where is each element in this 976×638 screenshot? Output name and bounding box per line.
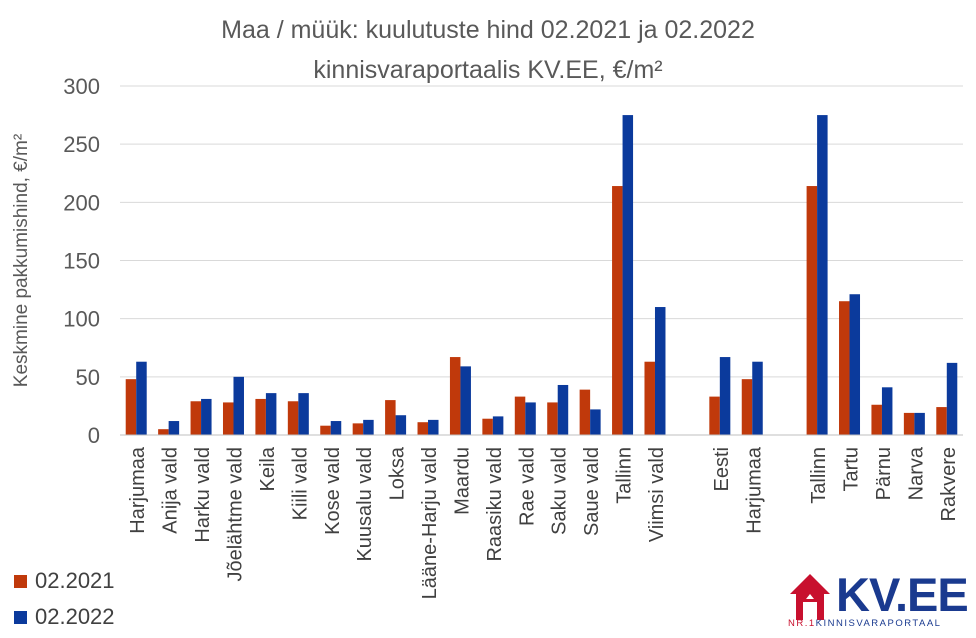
x-tick-label: Rakvere	[938, 447, 960, 521]
logo-sub-nr: NR.1	[788, 618, 816, 629]
bar-02.2021-Harjumaa	[741, 379, 753, 435]
bar-02.2022-Raasiku vald	[492, 416, 504, 435]
bar-02.2022-Kuusalu vald	[363, 419, 374, 435]
x-tick-label: Saue vald	[581, 447, 603, 536]
x-tick-label: Keila	[257, 446, 279, 491]
y-tick-label: 200	[63, 190, 100, 215]
bar-02.2021-Keila	[255, 398, 266, 435]
bar-02.2021-Narva	[903, 412, 915, 435]
x-tick-label: Kuusalu vald	[354, 447, 376, 562]
y-tick-label: 150	[63, 249, 100, 274]
house-icon	[790, 574, 830, 620]
x-tick-label: Kose vald	[322, 447, 344, 535]
gridlines	[120, 85, 963, 378]
bar-02.2021-Anija vald	[158, 429, 169, 435]
legend-swatch-02-2022	[14, 610, 27, 624]
bar-02.2021-Viimsi vald	[644, 361, 655, 435]
x-tick-label: Eesti	[711, 447, 733, 491]
bar-02.2021-Eesti	[709, 396, 720, 435]
logo-sub-text: KINNISVARAPORTAAL	[815, 618, 942, 629]
x-tick-label: Viimsi vald	[646, 447, 668, 542]
y-axis-ticks: 0 50 100 150 200 250 300	[63, 74, 100, 448]
bar-02.2021-Rakvere	[936, 407, 947, 435]
x-tick-label: Tartu	[841, 447, 863, 491]
x-tick-label: Jõelähtme vald	[224, 447, 246, 582]
logo-subtitle: NR.1KINNISVARAPORTAAL	[788, 618, 972, 629]
legend-item-02-2021: 02.2021	[14, 568, 115, 594]
bar-02.2021-Kiili vald	[287, 401, 299, 435]
bar-02.2021-Tallinn	[806, 186, 818, 435]
logo-text: KV.EE	[836, 568, 969, 621]
chart-title-line-2: kinnisvaraportaalis KV.EE, €/m²	[313, 56, 663, 84]
bar-02.2021-Tallinn	[612, 186, 623, 435]
bar-02.2022-Viimsi vald	[654, 307, 666, 435]
x-tick-label: Loksa	[387, 446, 409, 500]
x-tick-label: Harjumaa	[743, 446, 765, 534]
bar-02.2022-Pärnu	[881, 387, 893, 435]
bars	[125, 115, 958, 435]
y-tick-label: 100	[63, 307, 100, 332]
y-tick-label: 250	[63, 132, 100, 157]
bar-02.2021-Kuusalu vald	[352, 423, 364, 435]
x-tick-label: Kiili vald	[289, 447, 311, 520]
bar-02.2022-Narva	[914, 412, 925, 435]
bar-02.2021-Loksa	[385, 400, 396, 435]
bar-02.2021-Tartu	[839, 301, 850, 435]
bar-02.2022-Rakvere	[946, 362, 958, 435]
x-tick-label: Lääne-Harju vald	[419, 447, 441, 599]
bar-02.2022-Keila	[265, 393, 277, 435]
bar-02.2022-Loksa	[395, 415, 407, 435]
bar-02.2022-Jõelähtme vald	[233, 376, 244, 435]
bar-02.2022-Saku vald	[557, 384, 569, 435]
y-tick-label: 300	[63, 74, 100, 99]
legend-label-02-2022: 02.2022	[35, 604, 115, 629]
bar-02.2021-Kose vald	[320, 425, 331, 435]
bar-02.2022-Tallinn	[622, 115, 634, 435]
bar-02.2022-Harku vald	[201, 398, 212, 435]
bar-02.2022-Harjumaa	[136, 361, 147, 435]
bar-02.2021-Harjumaa	[125, 379, 137, 435]
bar-02.2021-Pärnu	[871, 404, 882, 435]
y-tick-label: 0	[88, 423, 100, 448]
bar-02.2021-Maardu	[449, 357, 461, 435]
bar-02.2022-Eesti	[719, 357, 731, 435]
x-tick-label: Harku vald	[192, 447, 214, 543]
bar-02.2021-Raasiku vald	[482, 418, 493, 435]
legend-swatch-02-2021	[14, 574, 27, 588]
bar-02.2022-Tartu	[849, 294, 861, 435]
x-tick-label: Raasiku vald	[484, 447, 506, 562]
bar-02.2022-Maardu	[460, 366, 471, 435]
y-axis-label: Keskmine pakkumishind, €/m²	[11, 134, 32, 387]
x-axis-labels: Harjumaa Anija vald Harku vald Jõelähtme va…	[127, 446, 960, 599]
bar-02.2021-Lääne-Harju vald	[417, 422, 429, 435]
x-tick-label: Rae vald	[516, 447, 538, 526]
y-tick-label: 50	[76, 365, 100, 390]
bar-02.2022-Tallinn	[817, 115, 828, 435]
bar-02.2022-Anija vald	[168, 421, 180, 435]
bar-02.2022-Kiili vald	[298, 393, 309, 435]
legend-label-02-2021: 02.2021	[35, 568, 115, 593]
x-tick-label: Maardu	[451, 447, 473, 515]
bar-02.2022-Lääne-Harju vald	[428, 419, 439, 435]
bar-02.2022-Rae vald	[525, 402, 536, 435]
chart-title-line-1: Maa / müük: kuulutuste hind 02.2021 ja 0…	[221, 16, 755, 44]
bar-02.2022-Kose vald	[330, 421, 342, 435]
x-tick-label: Anija vald	[160, 447, 182, 534]
x-tick-label: Tallinn	[808, 447, 830, 504]
x-tick-label: Narva	[905, 446, 927, 500]
bar-02.2022-Saue vald	[590, 409, 601, 435]
bar-02.2022-Harjumaa	[752, 361, 763, 435]
x-tick-label: Harjumaa	[127, 446, 149, 534]
bar-02.2021-Jõelähtme vald	[222, 402, 234, 435]
kv-ee-logo: KV.EE NR.1KINNISVARAPORTAAL	[788, 570, 972, 632]
x-tick-label: Saku vald	[549, 447, 571, 535]
bar-02.2021-Rae vald	[514, 396, 526, 435]
bar-02.2021-Saue vald	[579, 389, 591, 435]
x-tick-label: Pärnu	[873, 447, 895, 500]
x-tick-label: Tallinn	[614, 447, 636, 504]
legend-item-02-2022: 02.2022	[14, 604, 115, 630]
bar-02.2021-Saku vald	[547, 402, 558, 435]
bar-02.2021-Harku vald	[190, 401, 202, 435]
